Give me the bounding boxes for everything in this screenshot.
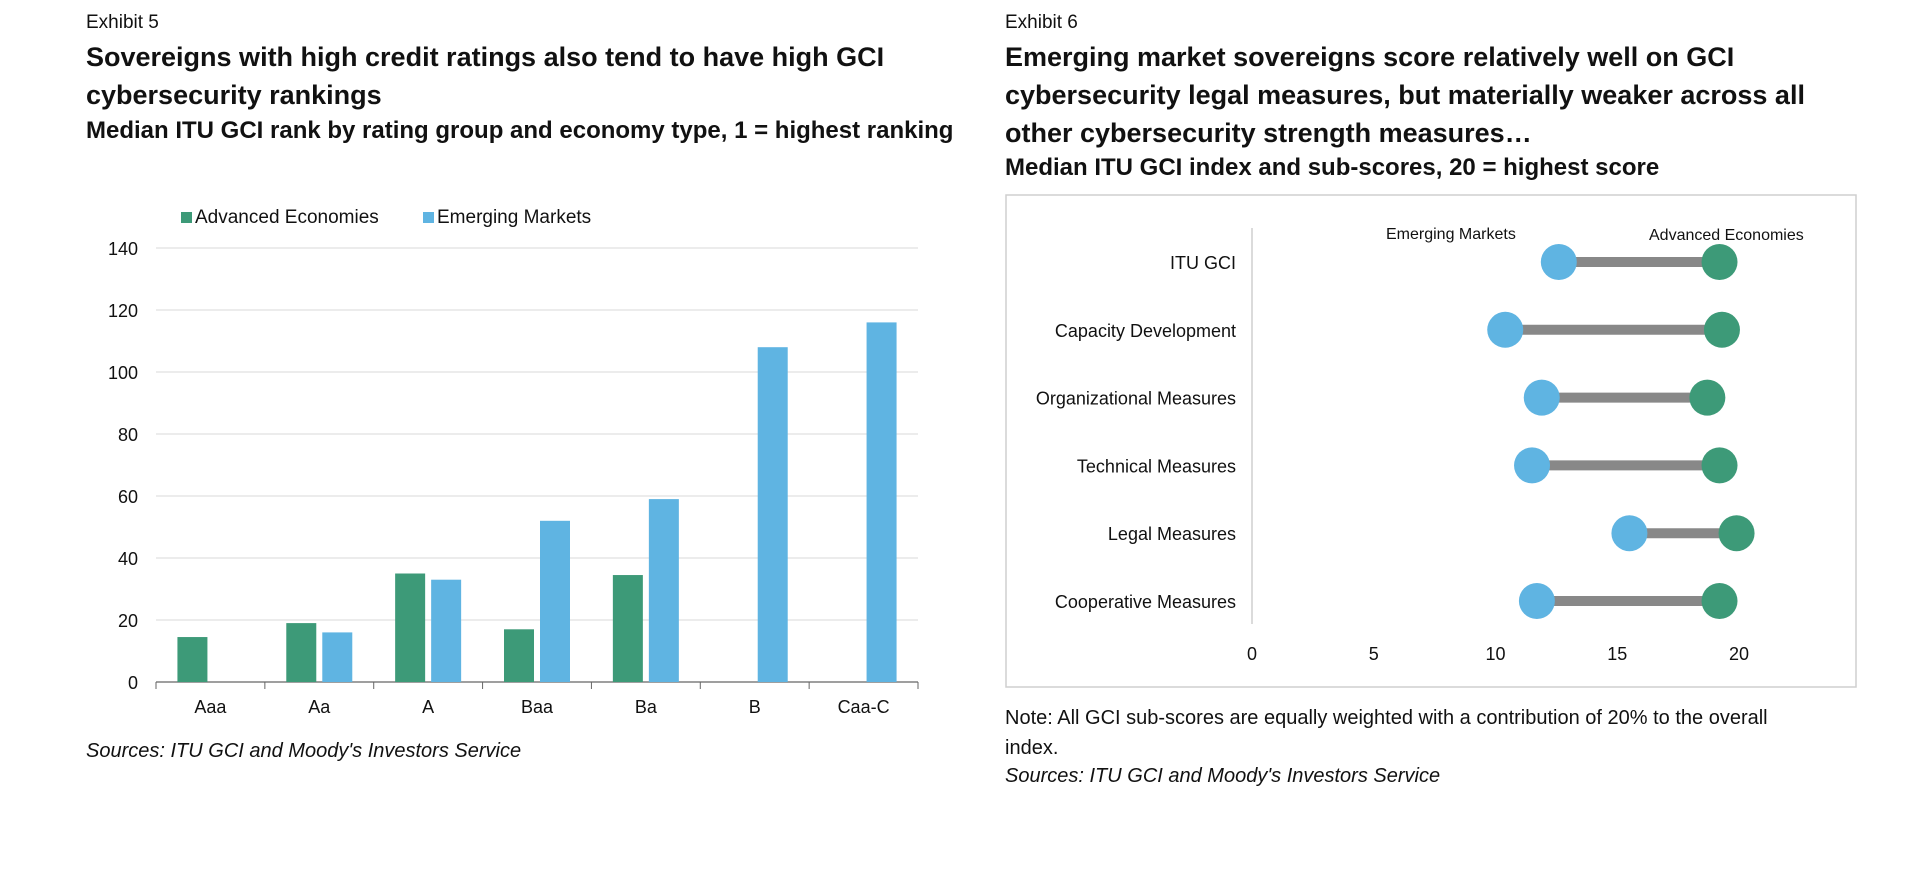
exhibit-5-source: Sources: ITU GCI and Moody's Investors S… (86, 740, 522, 762)
x-tick-label: Aa (308, 697, 331, 717)
dot-emerging-itu-gci (1540, 244, 1577, 280)
dot-emerging-organizational-measures (1523, 379, 1560, 416)
y-tick-label: 20 (118, 611, 138, 631)
dot-emerging-capacity-development (1487, 311, 1524, 348)
exhibit-6-title: Emerging market sovereigns score relativ… (1005, 38, 1805, 152)
exhibit-5-title: Sovereigns with high credit ratings also… (86, 38, 884, 114)
dot-advanced-technical-measures (1701, 447, 1738, 484)
y-tick-label: 0 (128, 673, 138, 693)
legend-swatch-1 (423, 212, 434, 223)
row-label-legal-measures: Legal Measures (1108, 524, 1236, 544)
x-tick-label: B (749, 697, 761, 717)
exhibit-6-title-line-3: other cybersecurity strength measures… (1005, 118, 1532, 148)
x-tick-label: 10 (1485, 644, 1505, 664)
y-tick-label: 120 (108, 301, 138, 321)
row-label-itu-gci: ITU GCI (1170, 253, 1236, 273)
exhibit-6-title-line-1: Emerging market sovereigns score relativ… (1005, 42, 1735, 72)
x-tick-label: Ba (635, 697, 658, 717)
exhibit-5-subtitle: Median ITU GCI rank by rating group and … (86, 117, 954, 144)
dot-emerging-cooperative-measures (1518, 583, 1555, 619)
exhibit-6-source: Sources: ITU GCI and Moody's Investors S… (1005, 765, 1441, 787)
dot-advanced-capacity-development (1703, 311, 1740, 348)
bar-emerging-baa (540, 520, 570, 682)
x-tick-label: A (422, 697, 434, 717)
dot-advanced-cooperative-measures (1701, 583, 1738, 619)
bar-emerging-aa (322, 632, 353, 682)
legend-label-0: Advanced Economies (195, 207, 379, 228)
bar-emerging-a (431, 579, 462, 682)
bar-advanced-aaa (177, 637, 208, 682)
exhibit-6-note-line-1: Note: All GCI sub-scores are equally wei… (1005, 707, 1768, 729)
row-label-cooperative-measures: Cooperative Measures (1055, 592, 1236, 612)
bar-chart: Advanced Economies Emerging Markets 0 20 40 6… (108, 207, 919, 717)
exhibit-5-label: Exhibit 5 (86, 12, 159, 33)
legend-swatch-0 (181, 212, 192, 223)
exhibit-5-title-line-2: cybersecurity rankings (86, 80, 382, 110)
y-tick-label: 40 (118, 549, 138, 569)
x-tick-label: 15 (1607, 644, 1627, 664)
exhibit-6-note-line-2: index. (1005, 737, 1059, 759)
x-tick-label: Caa-C (838, 697, 890, 717)
exhibit-6-subtitle: Median ITU GCI index and sub-scores, 20 … (1005, 154, 1660, 181)
x-tick-label: Aaa (194, 697, 227, 717)
dot-emerging-legal-measures (1611, 515, 1648, 552)
y-tick-label: 60 (118, 487, 138, 507)
legend-label-emerging: Emerging Markets (1386, 226, 1516, 243)
exhibit-6-title-line-2: cybersecurity legal measures, but materi… (1005, 80, 1805, 110)
x-tick-label: 20 (1729, 644, 1749, 664)
legend-label-1: Emerging Markets (437, 207, 591, 228)
dot-emerging-technical-measures (1514, 447, 1551, 484)
row-label-organizational-measures: Organizational Measures (1036, 389, 1236, 409)
dot-advanced-legal-measures (1718, 515, 1755, 552)
bar-advanced-ba (612, 575, 643, 682)
bar-advanced-a (395, 573, 426, 682)
dot-advanced-organizational-measures (1689, 379, 1726, 416)
bar-advanced-aa (286, 623, 317, 682)
exhibit-6-note: Note: All GCI sub-scores are equally wei… (1005, 703, 1768, 763)
bar-emerging-b (757, 347, 788, 682)
y-tick-label: 100 (108, 363, 138, 383)
bar-emerging-ba (648, 499, 679, 682)
x-tick-label: Baa (521, 697, 554, 717)
bar-advanced-baa (504, 629, 534, 682)
dumbbell-chart: Emerging Markets Advanced Economies 0 5 10 15… (1005, 194, 1857, 688)
y-tick-label: 80 (118, 425, 138, 445)
legend-label-advanced: Advanced Economies (1649, 227, 1804, 244)
exhibit-5-title-line-1: Sovereigns with high credit ratings also… (86, 42, 885, 72)
bar-emerging-caa-c (866, 322, 897, 682)
x-tick-label: 5 (1369, 644, 1379, 664)
row-label-capacity-development: Capacity Development (1055, 321, 1236, 341)
row-label-technical-measures: Technical Measures (1077, 456, 1236, 476)
x-tick-label: 0 (1247, 644, 1257, 664)
y-tick-label: 140 (108, 239, 138, 259)
dot-advanced-itu-gci (1701, 244, 1738, 280)
exhibit-6-label: Exhibit 6 (1005, 12, 1078, 33)
